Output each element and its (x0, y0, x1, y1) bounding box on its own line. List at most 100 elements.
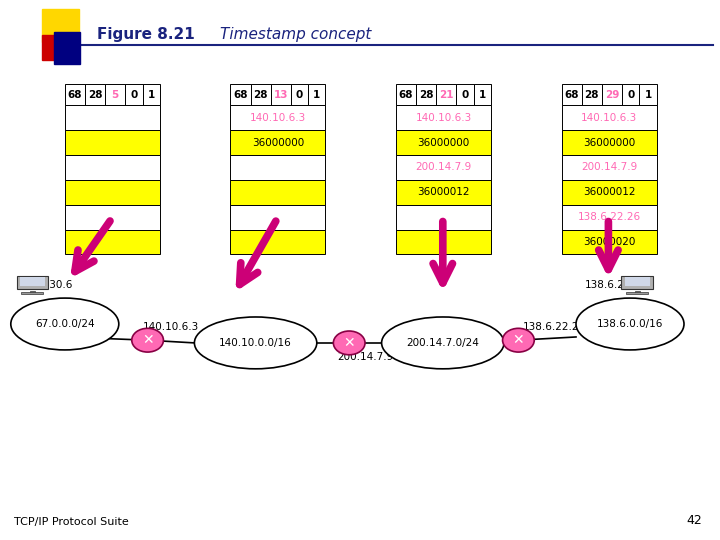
Bar (65, 84, 85, 105)
Text: 140.10.0.0/16: 140.10.0.0/16 (219, 338, 292, 348)
Bar (65, 205, 160, 230)
Text: 138.6.22.26: 138.6.22.26 (577, 212, 641, 222)
Text: 200.14.7.0/24: 200.14.7.0/24 (406, 338, 480, 348)
Bar (562, 155, 657, 180)
Bar (65, 130, 160, 155)
Bar (436, 84, 456, 105)
Bar (624, 278, 650, 286)
Bar (308, 84, 325, 105)
Bar (251, 84, 271, 105)
Text: 0: 0 (296, 90, 303, 99)
Text: 1: 1 (479, 90, 486, 99)
Text: 0: 0 (130, 90, 138, 99)
Bar (562, 130, 657, 155)
Text: 138.6.25.40: 138.6.25.40 (585, 280, 648, 290)
Text: 0: 0 (462, 90, 469, 99)
Circle shape (333, 331, 365, 355)
Bar (639, 84, 657, 105)
Text: Timestamp concept: Timestamp concept (220, 27, 371, 42)
Text: 5: 5 (112, 90, 119, 99)
Bar (396, 180, 491, 205)
Text: ✕: ✕ (142, 333, 153, 347)
Text: 28: 28 (88, 90, 102, 99)
Text: 36000020: 36000020 (583, 237, 635, 247)
Bar (230, 84, 251, 105)
Bar (230, 130, 325, 155)
Ellipse shape (194, 317, 317, 369)
Text: 28: 28 (419, 90, 433, 99)
Bar (271, 84, 291, 105)
Text: 13: 13 (274, 90, 288, 99)
Bar (42, 35, 68, 60)
Bar (562, 205, 657, 230)
Bar (396, 230, 491, 254)
Text: 42: 42 (686, 514, 702, 526)
Text: 200.14.7.9: 200.14.7.9 (337, 353, 393, 362)
Bar (474, 84, 491, 105)
Text: ✕: ✕ (513, 333, 524, 347)
Bar (19, 278, 45, 286)
Text: TCP/IP Protocol Suite: TCP/IP Protocol Suite (14, 516, 129, 526)
Text: 29: 29 (605, 90, 619, 99)
Bar (562, 105, 657, 130)
Text: 68: 68 (399, 90, 413, 99)
Text: 0: 0 (627, 90, 634, 99)
Text: 28: 28 (585, 90, 599, 99)
Bar (582, 84, 602, 105)
Text: 1: 1 (644, 90, 652, 99)
Bar (562, 84, 582, 105)
Text: 140.10.6.3: 140.10.6.3 (250, 113, 306, 123)
Bar (125, 84, 143, 105)
Bar (635, 291, 639, 293)
Bar (396, 130, 491, 155)
Bar (17, 276, 48, 289)
Bar (230, 105, 325, 130)
Text: 68: 68 (68, 90, 82, 99)
Text: 36000012: 36000012 (418, 187, 469, 197)
Bar (396, 84, 416, 105)
Bar (22, 292, 43, 294)
Circle shape (132, 328, 163, 352)
Text: 28: 28 (253, 90, 268, 99)
Bar (65, 230, 160, 254)
Bar (626, 292, 648, 294)
Bar (54, 32, 80, 64)
Bar (562, 230, 657, 254)
Bar (291, 84, 308, 105)
Bar (396, 155, 491, 180)
Bar (622, 84, 639, 105)
Text: 67.34.30.6: 67.34.30.6 (16, 280, 72, 290)
Text: 67.0.0.0/24: 67.0.0.0/24 (35, 319, 94, 329)
Bar (65, 155, 160, 180)
Text: 200.14.7.9: 200.14.7.9 (415, 163, 472, 172)
Bar (143, 84, 160, 105)
Bar (230, 205, 325, 230)
Bar (456, 84, 474, 105)
Text: 140.10.6.3: 140.10.6.3 (581, 113, 637, 123)
Bar (42, 9, 79, 42)
Text: 138.6.0.0/16: 138.6.0.0/16 (597, 319, 663, 329)
Text: Figure 8.21: Figure 8.21 (97, 27, 195, 42)
Text: 36000000: 36000000 (418, 138, 469, 147)
Bar (230, 155, 325, 180)
Bar (65, 105, 160, 130)
Ellipse shape (11, 298, 119, 350)
Text: 21: 21 (439, 90, 454, 99)
Text: 68: 68 (564, 90, 579, 99)
Text: 36000000: 36000000 (252, 138, 304, 147)
Circle shape (503, 328, 534, 352)
Bar (105, 84, 125, 105)
Text: 36000000: 36000000 (583, 138, 635, 147)
Text: 138.6.22.26: 138.6.22.26 (523, 322, 586, 332)
Bar (85, 84, 105, 105)
Bar (396, 205, 491, 230)
Bar (230, 180, 325, 205)
Bar (621, 276, 653, 289)
Text: 140.10.6.3: 140.10.6.3 (415, 113, 472, 123)
Text: 68: 68 (233, 90, 248, 99)
Bar (562, 180, 657, 205)
Text: 140.10.6.3: 140.10.6.3 (143, 322, 199, 332)
Text: 1: 1 (313, 90, 320, 99)
Bar (416, 84, 436, 105)
Text: ✕: ✕ (343, 336, 355, 350)
